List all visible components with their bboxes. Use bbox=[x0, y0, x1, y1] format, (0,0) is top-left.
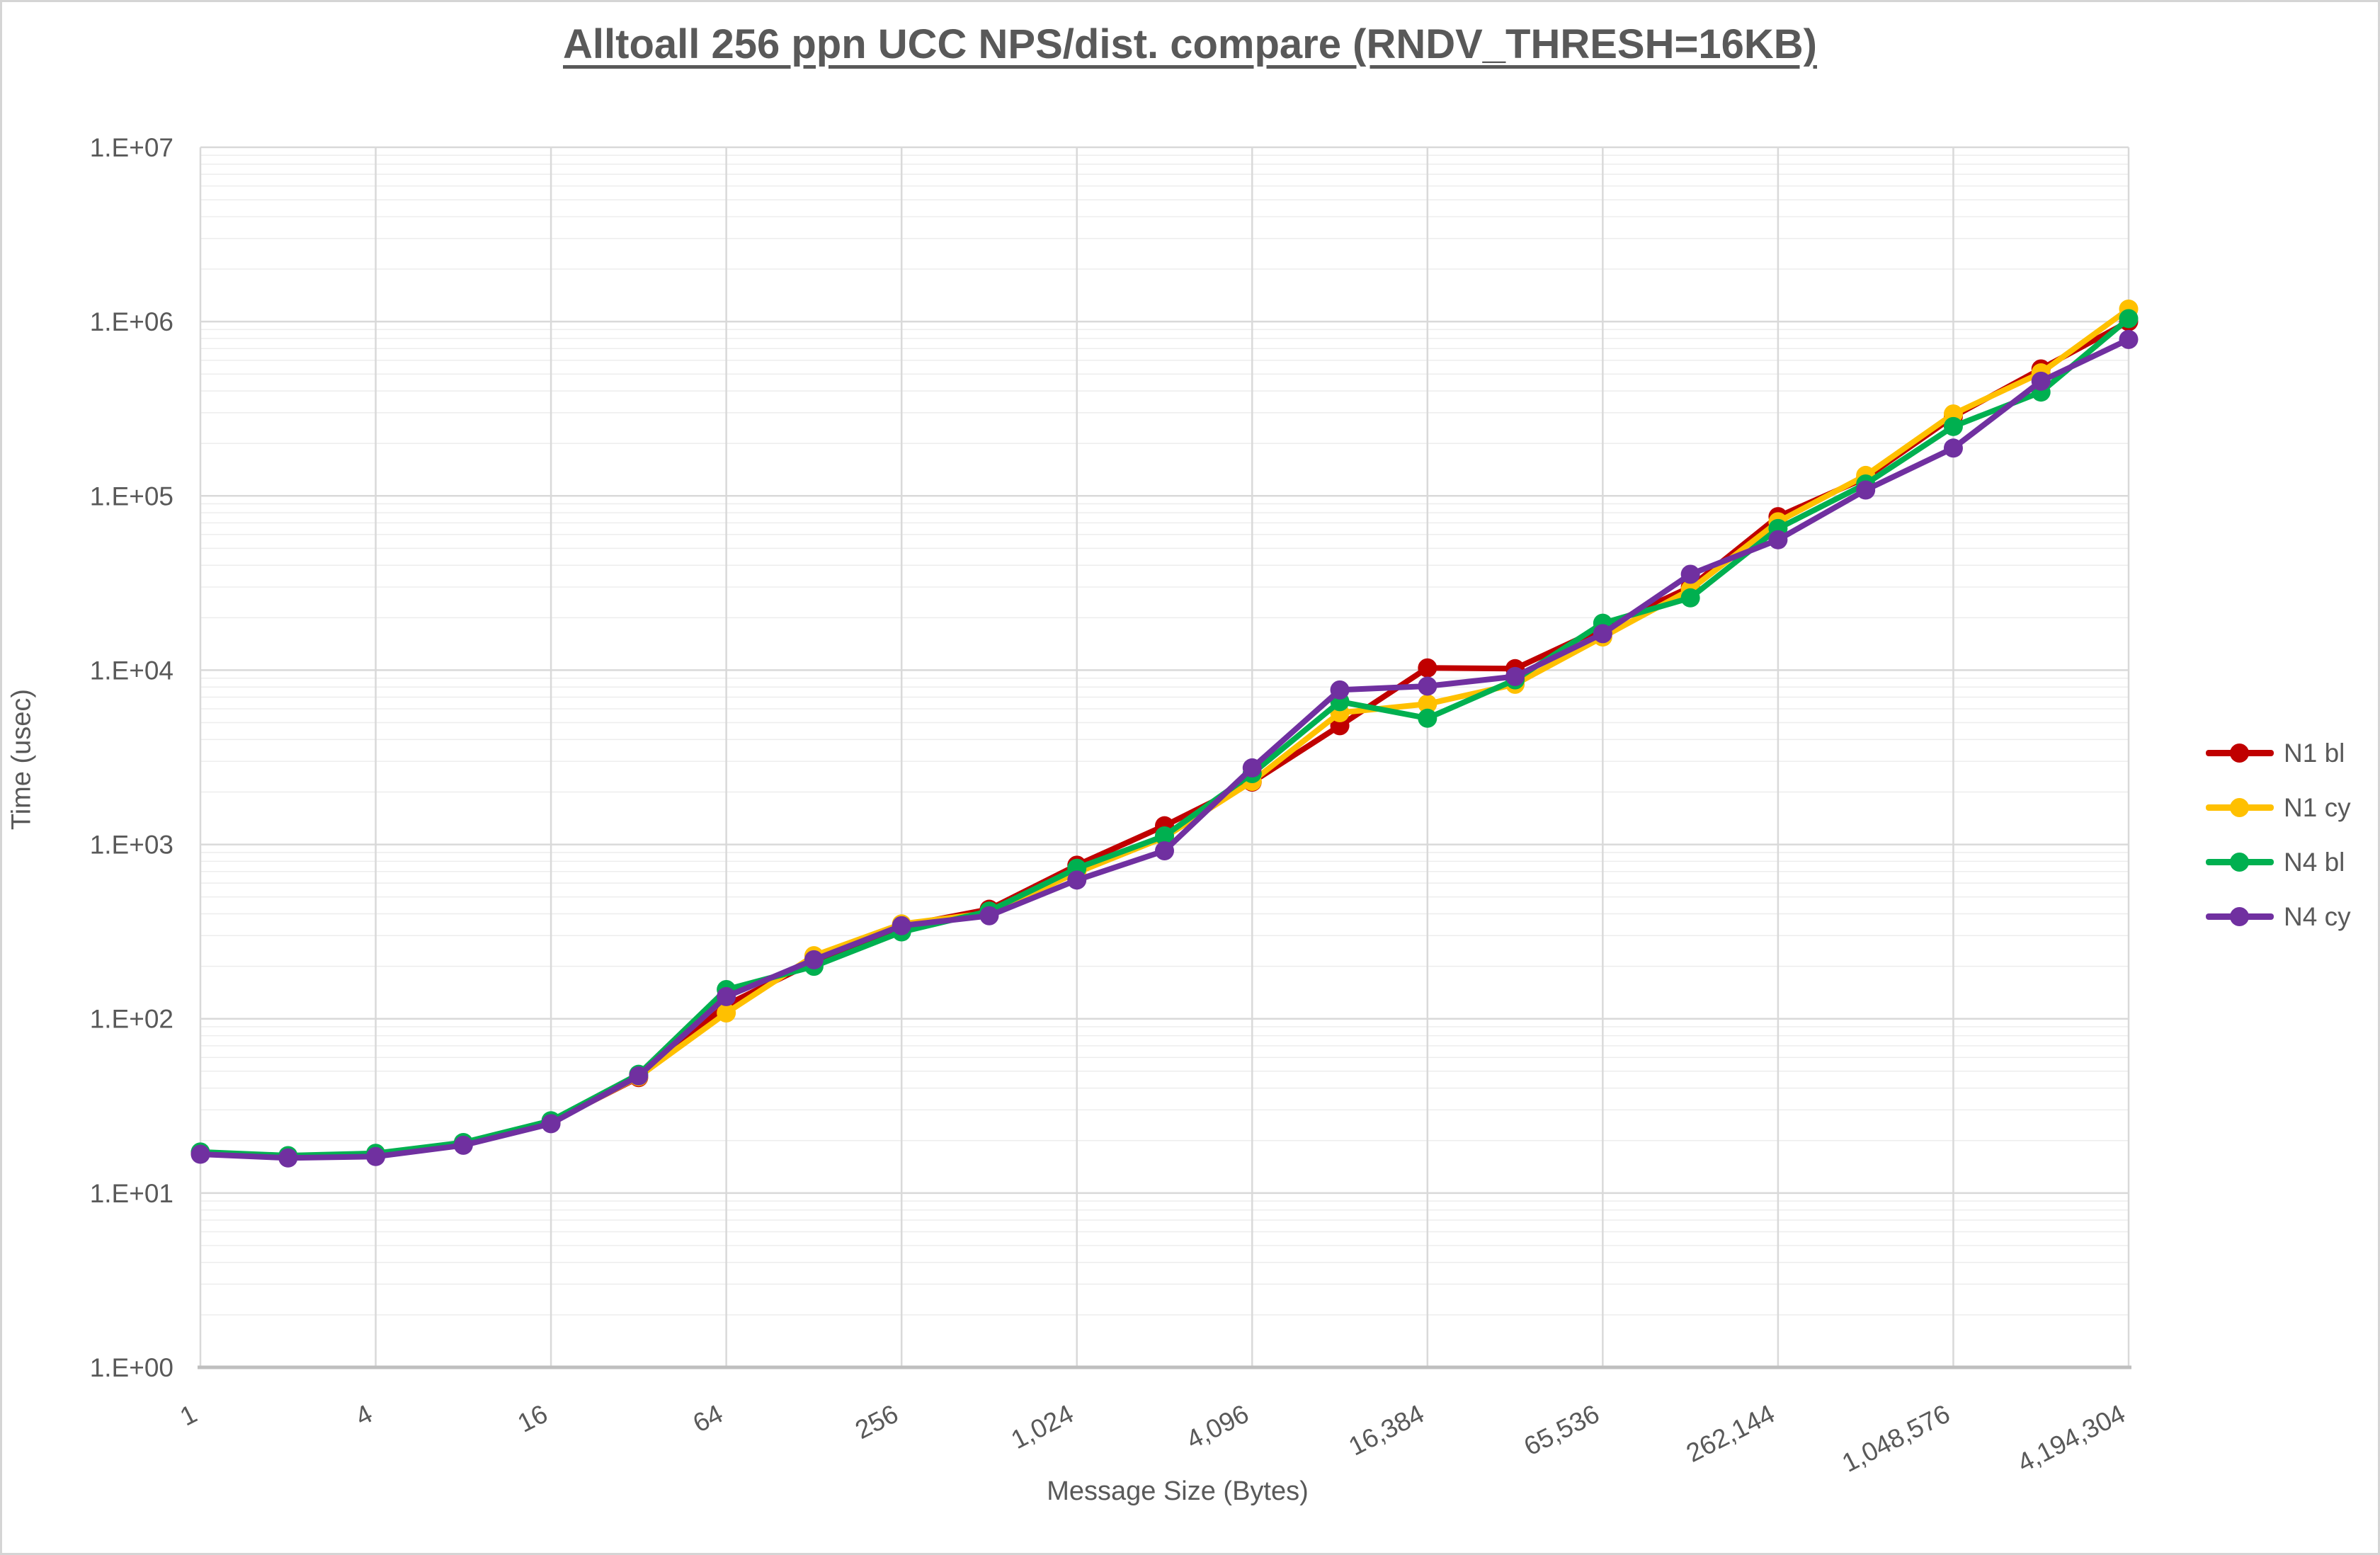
x-tick-labels: 1 4 16 64 256 1,024 4,096 16,384 65,536 262,144 1,… bbox=[176, 1399, 2130, 1478]
data-point bbox=[278, 1148, 298, 1168]
data-point bbox=[190, 1144, 210, 1164]
x-tick-label: 4 bbox=[351, 1399, 377, 1432]
y-tick-label: 1.E+04 bbox=[90, 656, 173, 685]
legend-item-n1-cy: N1 cy bbox=[2206, 780, 2351, 835]
data-point bbox=[1593, 624, 1612, 644]
x-tick-label: 65,536 bbox=[1520, 1399, 1604, 1462]
data-point bbox=[2119, 329, 2139, 349]
x-tick-label: 256 bbox=[850, 1399, 903, 1445]
legend-marker-icon bbox=[2206, 853, 2274, 872]
data-point bbox=[1943, 416, 1963, 436]
y-tick-label: 1.E+07 bbox=[90, 133, 173, 162]
data-point bbox=[453, 1135, 473, 1155]
data-point bbox=[1856, 480, 1876, 500]
data-point bbox=[979, 906, 999, 925]
x-tick-label: 1,024 bbox=[1006, 1399, 1078, 1455]
legend-marker-icon bbox=[2206, 744, 2274, 763]
series-line bbox=[198, 315, 2131, 1158]
y-tick-label: 1.E+02 bbox=[90, 1005, 173, 1034]
legend-label: N1 bl bbox=[2284, 738, 2345, 768]
data-point bbox=[1768, 530, 1788, 549]
y-tick-label: 1.E+05 bbox=[90, 482, 173, 511]
legend-item-n1-bl: N1 bl bbox=[2206, 726, 2351, 780]
legend-label: N1 cy bbox=[2284, 792, 2351, 822]
data-point bbox=[2031, 371, 2051, 391]
data-point bbox=[1067, 870, 1087, 890]
gridlines-major bbox=[199, 146, 2130, 1369]
legend-marker-icon bbox=[2206, 798, 2274, 817]
series-n4-cy bbox=[190, 329, 2139, 1168]
x-tick-label: 262,144 bbox=[1682, 1399, 1780, 1468]
y-tick-label: 1.E+01 bbox=[90, 1179, 173, 1208]
x-tick-label: 1,048,576 bbox=[1838, 1399, 1954, 1478]
legend-marker-icon bbox=[2206, 907, 2274, 926]
x-tick-label: 16,384 bbox=[1344, 1399, 1428, 1462]
data-point bbox=[804, 950, 824, 969]
y-tick-labels: 1.E+00 1.E+01 1.E+02 1.E+03 1.E+04 1.E+05 1.E+… bbox=[90, 133, 173, 1382]
data-point bbox=[892, 916, 911, 935]
y-tick-label: 1.E+00 bbox=[90, 1353, 173, 1382]
data-point bbox=[1418, 708, 1437, 728]
x-tick-label: 4,096 bbox=[1182, 1399, 1253, 1455]
legend-label: N4 bl bbox=[2284, 847, 2345, 877]
data-point bbox=[1155, 841, 1174, 860]
data-point bbox=[541, 1114, 561, 1134]
x-tick-label: 4,194,304 bbox=[2012, 1399, 2129, 1478]
data-point bbox=[1418, 694, 1437, 714]
legend-label: N4 cy bbox=[2284, 901, 2351, 931]
data-point bbox=[1330, 680, 1350, 700]
legend: N1 bl N1 cy N4 bl N4 cy bbox=[2206, 726, 2351, 944]
chart-title: Alltoall 256 ppn UCC NPS/dist. compare (… bbox=[563, 21, 1817, 67]
x-tick-label: 16 bbox=[513, 1399, 552, 1438]
data-point bbox=[1943, 438, 1963, 458]
data-point bbox=[717, 1003, 736, 1023]
data-point bbox=[1680, 564, 1700, 584]
data-point bbox=[1418, 658, 1437, 678]
data-point bbox=[629, 1066, 649, 1086]
series-line bbox=[198, 306, 2131, 1160]
data-point bbox=[2119, 309, 2139, 329]
y-tick-label: 1.E+03 bbox=[90, 831, 173, 860]
gridlines-minor bbox=[200, 154, 2129, 1316]
x-tick-label: 1 bbox=[176, 1399, 202, 1432]
data-point bbox=[1418, 676, 1437, 696]
data-point bbox=[1155, 826, 1174, 845]
legend-item-n4-cy: N4 cy bbox=[2206, 889, 2351, 944]
y-tick-label: 1.E+06 bbox=[90, 307, 173, 336]
x-axis-title: Message Size (Bytes) bbox=[1047, 1476, 1309, 1506]
series-n4-bl bbox=[190, 309, 2139, 1166]
data-point bbox=[1680, 588, 1700, 608]
y-axis-title: Time (usec) bbox=[6, 688, 37, 831]
x-tick-label: 64 bbox=[688, 1399, 727, 1438]
legend-item-n4-bl: N4 bl bbox=[2206, 835, 2351, 889]
data-point bbox=[366, 1146, 386, 1166]
data-point bbox=[717, 986, 736, 1006]
data-point bbox=[1242, 758, 1262, 778]
data-point bbox=[1505, 666, 1525, 686]
